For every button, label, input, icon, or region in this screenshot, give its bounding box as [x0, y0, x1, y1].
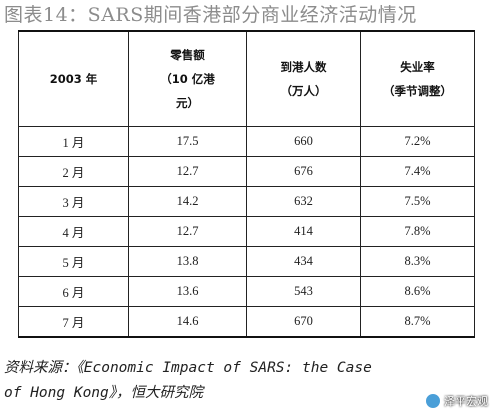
cell-unemployment: 7.4%	[360, 156, 475, 187]
cell-unemployment: 8.6%	[360, 276, 475, 307]
table-row: 2 月 12.7 676 7.4%	[18, 156, 475, 187]
header-unemployment-line-1: 失业率	[400, 60, 435, 74]
header-arrivals-line-2: （万人）	[280, 84, 327, 98]
watermark: 泽平宏观	[425, 393, 488, 409]
cell-retail: 12.7	[128, 156, 247, 187]
table-row: 6 月 13.6 543 8.6%	[18, 276, 475, 307]
cell-arrivals: 676	[246, 156, 361, 187]
header-unemployment-line-2: （季节调整）	[383, 84, 452, 98]
header-visitor-arrivals: 到港人数 （万人）	[246, 30, 361, 127]
watermark-text: 泽平宏观	[444, 395, 488, 408]
cell-unemployment: 8.7%	[360, 306, 475, 338]
header-retail-line-2: （10 亿港	[160, 72, 215, 86]
cell-month: 7 月	[18, 306, 129, 338]
table-row: 5 月 13.8 434 8.3%	[18, 246, 475, 277]
wechat-account-icon	[425, 393, 441, 409]
source-line-2: of Hong Kong》，恒大研究院	[4, 385, 204, 401]
cell-arrivals: 414	[246, 216, 361, 247]
cell-retail: 17.5	[128, 126, 247, 157]
cell-unemployment: 7.2%	[360, 126, 475, 157]
table-header-row: 2003 年 零售额 （10 亿港 元） 到港人数 （万人） 失业率 （季节调整…	[18, 30, 475, 127]
cell-retail: 13.6	[128, 276, 247, 307]
cell-unemployment: 8.3%	[360, 246, 475, 277]
table-row: 3 月 14.2 632 7.5%	[18, 186, 475, 217]
header-arrivals-line-1: 到港人数	[280, 60, 327, 74]
cell-month: 6 月	[18, 276, 129, 307]
table-row: 4 月 12.7 414 7.8%	[18, 216, 475, 247]
table-row: 1 月 17.5 660 7.2%	[18, 126, 475, 157]
table-row: 7 月 14.6 670 8.7%	[18, 306, 475, 338]
cell-month: 5 月	[18, 246, 129, 277]
cell-month: 3 月	[18, 186, 129, 217]
table-body: 1 月 17.5 660 7.2% 2 月 12.7 676 7.4% 3 月 14.2 632 7.…	[18, 126, 475, 338]
header-unemployment-rate: 失业率 （季节调整）	[360, 30, 475, 127]
cell-retail: 13.8	[128, 246, 247, 277]
header-retail-line-1: 零售额	[170, 48, 205, 62]
cell-retail: 14.6	[128, 306, 247, 338]
sars-economic-table: 2003 年 零售额 （10 亿港 元） 到港人数 （万人） 失业率 （季节调整…	[18, 30, 475, 338]
cell-unemployment: 7.5%	[360, 186, 475, 217]
cell-arrivals: 543	[246, 276, 361, 307]
header-retail-sales: 零售额 （10 亿港 元）	[128, 30, 247, 127]
cell-month: 4 月	[18, 216, 129, 247]
cell-arrivals: 632	[246, 186, 361, 217]
cell-arrivals: 434	[246, 246, 361, 277]
header-retail-line-3: 元）	[176, 96, 199, 110]
source-note: 资料来源：《Economic Impact of SARS: the Case …	[4, 356, 490, 406]
cell-month: 2 月	[18, 156, 129, 187]
source-line-1: 资料来源：《Economic Impact of SARS: the Case	[4, 360, 372, 376]
cell-retail: 12.7	[128, 216, 247, 247]
figure-title: 图表14：SARS期间香港部分商业经济活动情况	[4, 4, 417, 26]
header-year: 2003 年	[18, 30, 129, 127]
cell-arrivals: 660	[246, 126, 361, 157]
cell-retail: 14.2	[128, 186, 247, 217]
cell-arrivals: 670	[246, 306, 361, 338]
cell-unemployment: 7.8%	[360, 216, 475, 247]
cell-month: 1 月	[18, 126, 129, 157]
